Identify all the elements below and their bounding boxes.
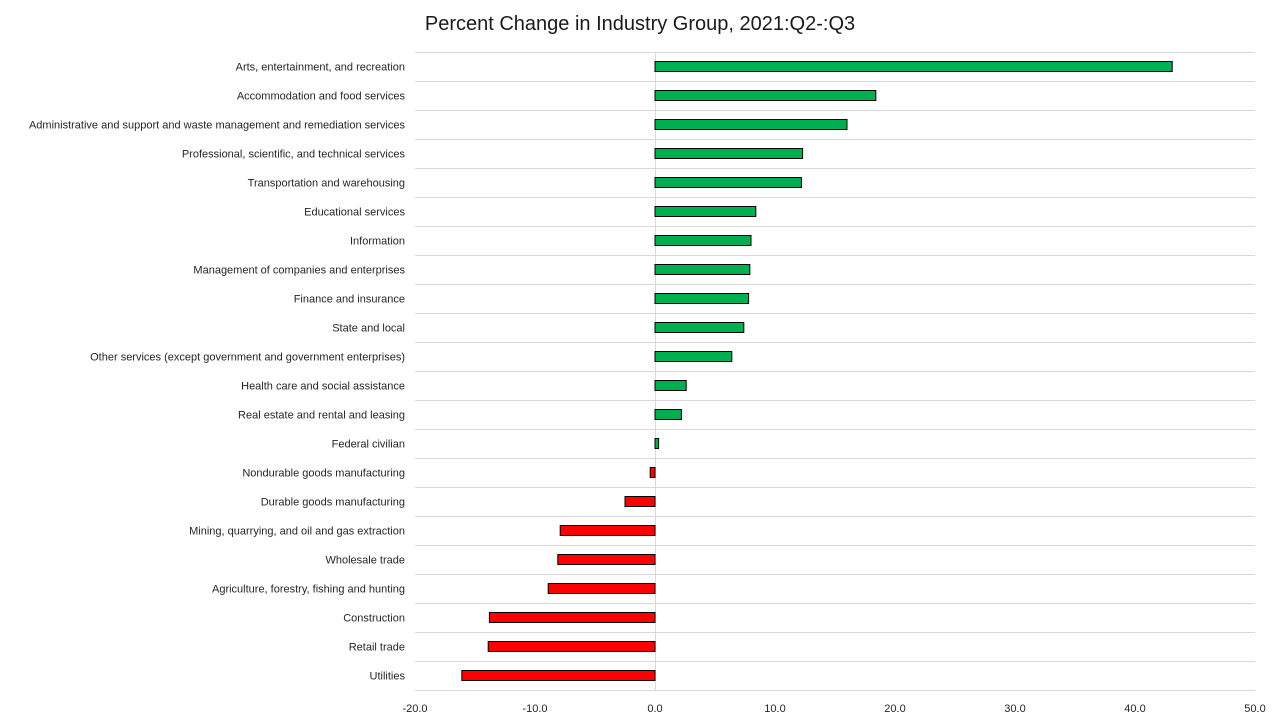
x-axis-ticks: -20.0 -10.0 0.0 10.0 20.0 30.0 40.0 50.0 [402,703,1265,715]
category-label: Construction [343,613,405,625]
bar [559,525,656,536]
chart-title: Percent Change in Industry Group, 2021:Q… [425,13,855,35]
bar [461,670,656,681]
bar [654,90,877,101]
category-label: Professional, scientific, and technical … [182,149,406,161]
category-label: Mining, quarrying, and oil and gas extra… [189,526,405,538]
category-label: Health care and social assistance [241,381,405,393]
bar [649,467,656,478]
category-label: Finance and insurance [294,294,405,306]
category-label: Nondurable goods manufacturing [242,468,405,480]
bars-layer [461,61,1173,681]
bar [654,148,804,159]
category-label: Information [350,236,405,248]
bar [654,206,757,217]
category-label: Management of companies and enterprises [193,265,405,277]
x-tick-label: -20.0 [402,703,427,715]
category-label: Durable goods manufacturing [261,497,405,509]
category-label: Arts, entertainment, and recreation [236,62,405,74]
x-tick-label: 40.0 [1124,703,1145,715]
bar [557,554,656,565]
x-tick-label: 30.0 [1004,703,1025,715]
category-label: Real estate and rental and leasing [238,410,405,422]
bar [624,496,656,507]
category-label: Agriculture, forestry, fishing and hunti… [212,584,405,596]
bar [487,641,656,652]
x-tick-label: 20.0 [884,703,905,715]
category-label: Accommodation and food services [237,91,406,103]
category-label: State and local [332,323,405,335]
category-label: Utilities [370,671,406,683]
bar [654,61,1173,72]
bar [654,264,751,275]
category-label: Retail trade [349,642,405,654]
category-labels: Arts, entertainment, and recreation Accom… [29,62,406,683]
category-label: Administrative and support and waste man… [29,120,406,132]
grid-layer [415,52,1255,691]
category-label: Wholesale trade [326,555,406,567]
x-tick-label: 50.0 [1244,703,1265,715]
bar [654,293,750,304]
category-label: Federal civilian [332,439,405,451]
bar [654,351,733,362]
x-tick-label: -10.0 [522,703,547,715]
bar [488,612,656,623]
category-label: Transportation and warehousing [248,178,405,190]
bar [654,438,660,449]
bar [654,235,752,246]
x-tick-label: 10.0 [764,703,785,715]
bar [547,583,656,594]
bar [654,119,848,130]
bar [654,177,802,188]
bar [654,409,682,420]
bar [654,322,745,333]
category-label: Other services (except government and go… [90,352,405,364]
bar [654,380,687,391]
x-tick-label: 0.0 [647,703,662,715]
category-label: Educational services [304,207,405,219]
